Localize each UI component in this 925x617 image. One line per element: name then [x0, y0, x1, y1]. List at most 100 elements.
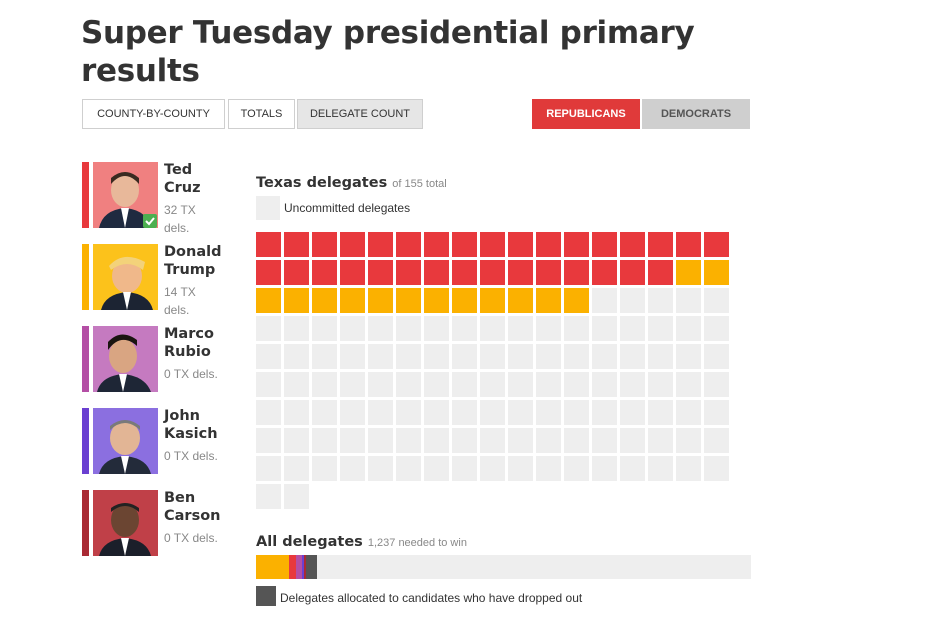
- delegate-cell: [564, 400, 589, 425]
- delegate-cell: [676, 316, 701, 341]
- delegate-cell: [536, 400, 561, 425]
- tab-county-by-county[interactable]: COUNTY-BY-COUNTY: [82, 99, 225, 129]
- delegate-segment: [256, 555, 289, 579]
- delegate-segment: [295, 555, 302, 579]
- delegate-cell: [284, 232, 309, 257]
- delegate-cell: [704, 372, 729, 397]
- delegate-cell: [676, 288, 701, 313]
- delegate-cell: [508, 288, 533, 313]
- delegate-cell: [480, 428, 505, 453]
- candidate-delegates: 0 TX dels.: [164, 449, 218, 463]
- delegate-cell: [256, 428, 281, 453]
- delegate-cell: [620, 372, 645, 397]
- candidate-color-bar: [82, 244, 89, 310]
- avatar: [93, 490, 158, 556]
- uncommitted-legend-label: Uncommitted delegates: [284, 201, 411, 215]
- candidate-name: Ted Cruz: [164, 162, 201, 196]
- candidate-name: John Kasich: [164, 408, 218, 442]
- delegate-cell: [536, 372, 561, 397]
- delegate-cell: [704, 288, 729, 313]
- delegate-cell: [536, 288, 561, 313]
- delegate-cell: [312, 400, 337, 425]
- delegate-cell: [592, 428, 617, 453]
- tab-delegate-count[interactable]: DELEGATE COUNT: [297, 99, 423, 129]
- delegate-cell: [452, 344, 477, 369]
- delegate-cell: [620, 260, 645, 285]
- delegate-cell: [312, 316, 337, 341]
- delegate-cell: [424, 372, 449, 397]
- delegate-cell: [312, 372, 337, 397]
- delegate-cell: [396, 372, 421, 397]
- delegate-cell: [508, 232, 533, 257]
- delegate-cell: [396, 260, 421, 285]
- delegate-cell: [452, 288, 477, 313]
- tab-totals[interactable]: TOTALS: [228, 99, 295, 129]
- all-delegates-title: All delegates 1,237 needed to win: [256, 534, 467, 550]
- candidate-delegates: 32 TX dels.: [164, 203, 196, 235]
- delegate-cell: [340, 344, 365, 369]
- delegate-cell: [368, 260, 393, 285]
- delegate-cell: [620, 400, 645, 425]
- delegate-cell: [480, 232, 505, 257]
- delegate-cell: [312, 288, 337, 313]
- delegate-cell: [480, 344, 505, 369]
- delegate-cell: [564, 232, 589, 257]
- delegate-cell: [284, 400, 309, 425]
- delegate-cell: [648, 316, 673, 341]
- delegate-cell: [340, 400, 365, 425]
- delegate-cell: [396, 400, 421, 425]
- delegate-cell: [564, 316, 589, 341]
- delegate-cell: [480, 456, 505, 481]
- delegate-cell: [424, 456, 449, 481]
- delegate-cell: [704, 428, 729, 453]
- republicans-button[interactable]: REPUBLICANS: [532, 99, 640, 129]
- delegate-cell: [592, 232, 617, 257]
- delegate-cell: [564, 344, 589, 369]
- delegate-cell: [396, 456, 421, 481]
- delegate-cell: [620, 344, 645, 369]
- delegate-cell: [620, 288, 645, 313]
- delegate-cell: [368, 288, 393, 313]
- candidate-color-bar: [82, 490, 89, 556]
- dropped-out-legend-label: Delegates allocated to candidates who ha…: [280, 591, 583, 605]
- delegate-cell: [424, 428, 449, 453]
- delegate-cell: [452, 260, 477, 285]
- delegate-cell: [676, 428, 701, 453]
- delegate-cell: [676, 456, 701, 481]
- delegate-cell: [620, 316, 645, 341]
- candidate-name: Ben Carson: [164, 490, 221, 524]
- candidate-trump: Donald Trump 14 TX dels.: [82, 244, 222, 317]
- delegate-cell: [592, 456, 617, 481]
- delegate-cell: [312, 428, 337, 453]
- delegate-cell: [536, 260, 561, 285]
- delegate-cell: [508, 400, 533, 425]
- delegate-cell: [480, 400, 505, 425]
- delegate-cell: [620, 232, 645, 257]
- delegate-cell: [284, 260, 309, 285]
- page-title: Super Tuesday presidential primary resul…: [81, 15, 695, 89]
- candidate-color-bar: [82, 162, 89, 228]
- delegate-cell: [676, 400, 701, 425]
- delegate-cell: [396, 288, 421, 313]
- candidate-delegates: 14 TX dels.: [164, 285, 196, 317]
- delegate-cell: [648, 260, 673, 285]
- delegate-cell: [368, 344, 393, 369]
- delegate-cell: [648, 372, 673, 397]
- delegate-cell: [480, 288, 505, 313]
- delegate-cell: [508, 260, 533, 285]
- delegate-cell: [340, 456, 365, 481]
- delegate-cell: [508, 344, 533, 369]
- delegate-cell: [368, 316, 393, 341]
- delegate-cell: [536, 316, 561, 341]
- delegate-cell: [536, 232, 561, 257]
- delegate-cell: [256, 484, 281, 509]
- delegate-cell: [284, 484, 309, 509]
- democrats-button[interactable]: DEMOCRATS: [642, 99, 750, 129]
- delegate-cell: [424, 288, 449, 313]
- delegate-cell: [536, 344, 561, 369]
- delegate-cell: [256, 316, 281, 341]
- delegate-cell: [620, 456, 645, 481]
- delegate-cell: [648, 288, 673, 313]
- delegate-cell: [396, 232, 421, 257]
- delegate-cell: [424, 344, 449, 369]
